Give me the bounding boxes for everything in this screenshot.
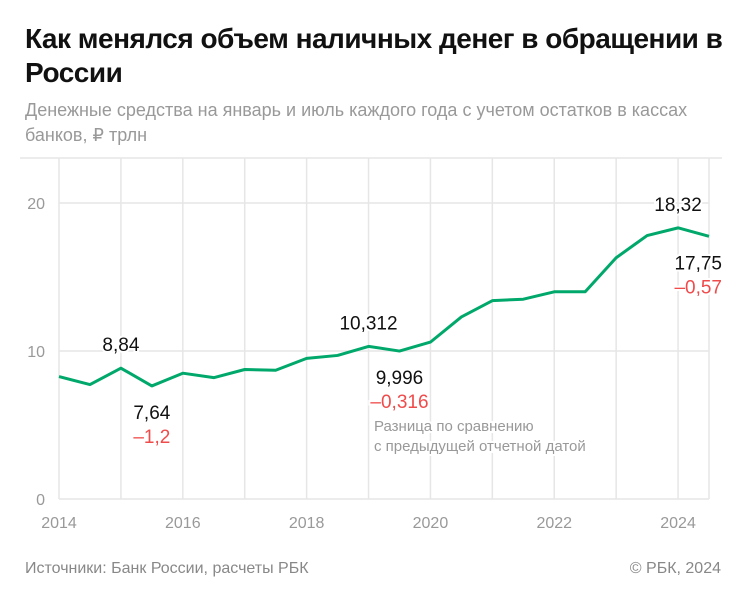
chart-subtitle: Денежные средства на январь и июль каждо… [25,100,688,145]
x-tick-label: 2020 [413,515,449,532]
source-note: Источники: Банк России, расчеты РБК [25,560,309,577]
data-label: 8,84 [102,335,139,356]
x-tick-label: 2014 [41,515,77,532]
delta-label: –0,57 [674,277,722,298]
data-label: 7,64 [133,403,170,424]
annotation-note: с предыдущей отчетной датой [374,438,586,455]
y-tick-label: 20 [27,196,45,213]
x-tick-label: 2018 [289,515,325,532]
data-label: 10,312 [339,313,397,334]
delta-label: –0,316 [370,392,428,413]
chart-title: Как менялся объем наличных денег в обращ… [25,23,723,88]
x-tick-label: 2022 [536,515,572,532]
y-tick-label: 0 [36,492,45,509]
data-label: 18,32 [654,195,702,216]
delta-label: –1,2 [133,427,170,448]
copyright: © РБК, 2024 [629,560,721,577]
y-tick-label: 10 [27,344,45,361]
data-label: 9,996 [376,368,424,389]
data-label: 17,75 [674,253,722,274]
annotation-note: Разница по сравнению [374,418,534,435]
x-tick-label: 2016 [165,515,201,532]
series-line [58,226,710,388]
x-tick-label: 2024 [660,515,696,532]
